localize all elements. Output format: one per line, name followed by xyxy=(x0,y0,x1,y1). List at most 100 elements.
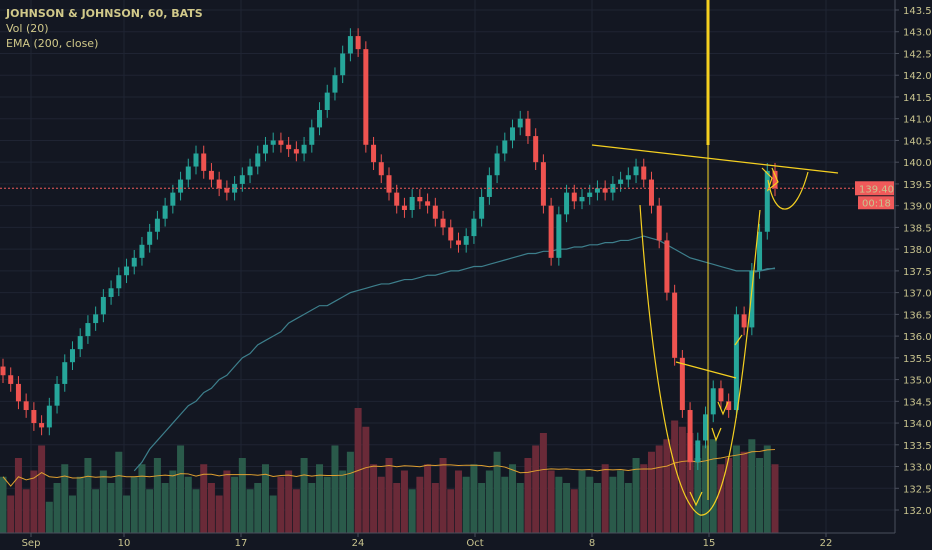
candle xyxy=(317,102,323,136)
candle xyxy=(147,223,153,253)
v-mark-2 xyxy=(711,427,722,442)
arrow-mark xyxy=(734,334,743,346)
volume-bar xyxy=(400,470,408,533)
candle xyxy=(286,136,292,157)
volume-bar xyxy=(493,451,501,533)
candle-body xyxy=(208,170,214,180)
candle xyxy=(455,232,461,253)
candle xyxy=(69,341,75,371)
candle-body xyxy=(46,405,52,428)
candle xyxy=(540,154,546,214)
candle xyxy=(278,132,284,153)
volume-bar xyxy=(447,489,455,533)
candle-body xyxy=(371,144,377,163)
price-tick-label: 133.00 xyxy=(903,463,932,474)
candle-body xyxy=(386,175,392,193)
volume-bar xyxy=(671,420,679,533)
candle xyxy=(170,184,176,214)
candle-body xyxy=(247,166,253,176)
handle-line xyxy=(675,361,737,379)
candle-body xyxy=(757,231,763,271)
candle-body xyxy=(178,179,184,193)
time-tick-label: Oct xyxy=(466,538,483,549)
price-tick-label: 143.00 xyxy=(903,28,932,39)
price-tick-label: 139.00 xyxy=(903,202,932,213)
candle xyxy=(131,250,137,275)
v-mark-1 xyxy=(689,491,703,507)
candle xyxy=(293,141,299,162)
time-tick-label: 8 xyxy=(589,538,595,549)
candle xyxy=(247,158,253,184)
candle-body xyxy=(455,240,461,245)
volume-bar xyxy=(200,464,208,533)
volume-bar xyxy=(92,489,100,533)
volume-bar xyxy=(555,476,563,533)
volume-bar xyxy=(153,458,161,533)
volume-bar xyxy=(694,458,702,533)
candle-body xyxy=(147,231,153,245)
candle-body xyxy=(648,179,654,206)
candle xyxy=(741,306,747,336)
candle-body xyxy=(31,410,37,424)
time-tick-label: Sep xyxy=(22,538,41,549)
candle xyxy=(108,280,114,305)
resistance-line xyxy=(591,144,839,174)
candle-body xyxy=(270,140,276,145)
candle xyxy=(440,210,446,236)
candle xyxy=(502,132,508,162)
candle xyxy=(62,354,68,392)
last-price-value: 139.40 xyxy=(859,184,894,195)
candle xyxy=(672,284,678,366)
candle xyxy=(23,393,29,418)
volume-bar xyxy=(709,439,717,533)
price-tick-label: 137.00 xyxy=(903,289,932,300)
countdown-value: 00:18 xyxy=(862,198,891,209)
candle xyxy=(224,180,230,201)
candle-body xyxy=(93,314,99,324)
candle xyxy=(425,193,431,214)
volume-bar xyxy=(292,489,300,533)
candle xyxy=(556,206,562,266)
candle-body xyxy=(409,196,415,211)
candle xyxy=(533,128,539,171)
volume-bar xyxy=(246,489,254,533)
volume-bar xyxy=(485,470,493,533)
candle-body xyxy=(479,196,485,219)
time-axis: Sep 10 17 24 Oct 8 15 22 xyxy=(22,533,832,549)
candle-body xyxy=(417,196,423,202)
volume-bar xyxy=(277,476,285,533)
price-tick-label: 139.50 xyxy=(903,180,932,191)
volume-bar xyxy=(678,426,686,533)
volume-indicator-label[interactable]: Vol (20) xyxy=(6,22,49,35)
candle-body xyxy=(15,383,21,402)
volume-bar xyxy=(408,489,416,533)
price-tick-label: 141.00 xyxy=(903,115,932,126)
candle-body xyxy=(718,388,724,402)
candle xyxy=(633,158,639,184)
price-tick-label: 134.00 xyxy=(903,419,932,430)
candle-body xyxy=(571,192,577,202)
candle-body xyxy=(602,188,608,193)
symbol-title[interactable]: JOHNSON & JOHNSON, 60, BATS xyxy=(6,7,203,20)
volume-bar xyxy=(254,483,262,533)
candle xyxy=(417,189,423,210)
candle xyxy=(193,145,199,175)
candle xyxy=(726,393,732,418)
candle xyxy=(0,358,6,384)
time-tick-label: 24 xyxy=(352,538,365,549)
volume-bar xyxy=(586,476,594,533)
candle-body xyxy=(471,218,477,237)
v-mark-3 xyxy=(717,401,729,416)
candle-body xyxy=(664,240,670,293)
price-tick-label: 134.50 xyxy=(903,397,932,408)
volume-bar xyxy=(61,464,69,533)
volume-bar xyxy=(578,470,586,533)
volume-bar xyxy=(717,464,725,533)
candle-body xyxy=(262,144,268,154)
candle-body xyxy=(363,49,369,145)
ema-indicator-label[interactable]: EMA (200, close) xyxy=(6,37,99,50)
volume-bar xyxy=(702,445,710,533)
candle-body xyxy=(85,323,91,337)
